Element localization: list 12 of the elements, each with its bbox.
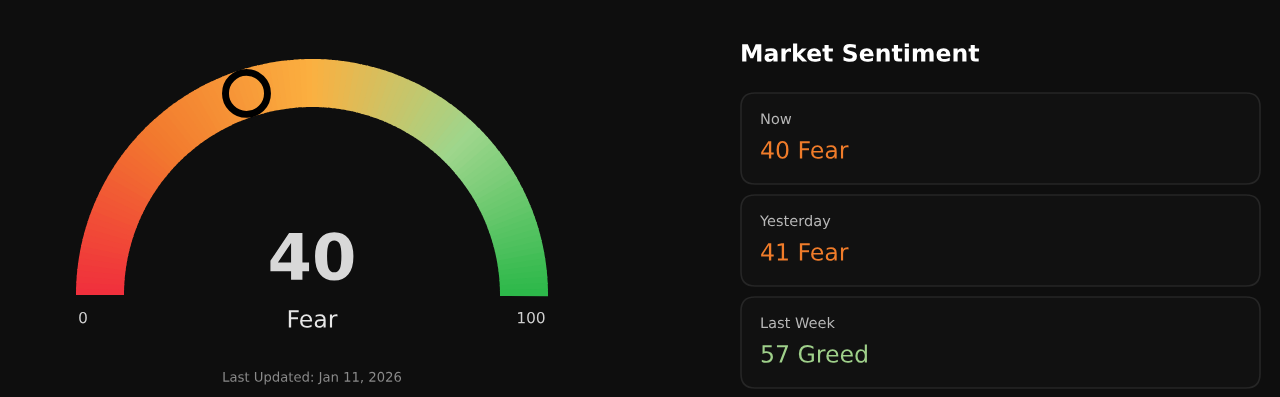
text: 0 — [79, 311, 87, 324]
category-label: Yesterday — [759, 214, 831, 230]
category-label: Last Week — [761, 316, 835, 329]
text: 100 — [518, 311, 545, 324]
text: 40 Fear — [761, 140, 849, 159]
text: 41 Fear — [761, 243, 849, 261]
text: 57 Greed — [761, 344, 867, 363]
category-label: Now — [761, 113, 792, 125]
data-label: 40 — [270, 232, 354, 281]
text: Market Sentiment — [742, 43, 980, 62]
text: Last Updated: Jan 11, 2026 — [223, 371, 402, 385]
category-label: Fear — [288, 310, 338, 328]
